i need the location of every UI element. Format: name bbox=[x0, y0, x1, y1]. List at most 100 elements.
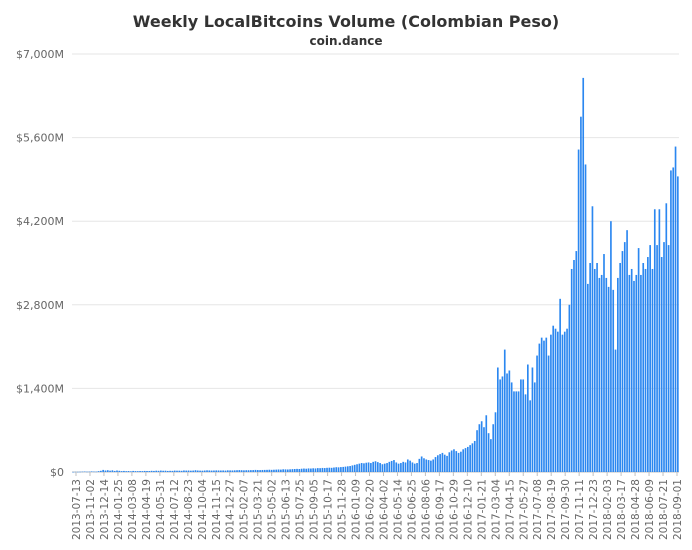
bar bbox=[406, 459, 409, 472]
bar bbox=[88, 471, 91, 473]
bar bbox=[642, 263, 645, 472]
bar bbox=[460, 451, 462, 472]
bar bbox=[478, 424, 481, 472]
x-tick-label: 2016-05-14 bbox=[392, 479, 404, 540]
bar bbox=[584, 164, 587, 472]
bar bbox=[420, 456, 423, 472]
x-tick-label: 2016-02-20 bbox=[365, 479, 377, 540]
y-tick-label: $5,600M bbox=[16, 132, 64, 145]
bar bbox=[125, 471, 128, 472]
bar bbox=[224, 470, 227, 472]
bar bbox=[296, 468, 298, 472]
x-tick-label: 2015-03-21 bbox=[253, 479, 265, 540]
bar bbox=[176, 470, 178, 472]
x-tick-label: 2017-11-11 bbox=[574, 479, 586, 540]
bar bbox=[667, 245, 670, 472]
bar bbox=[575, 251, 578, 472]
x-tick-label: 2016-06-25 bbox=[406, 479, 418, 540]
bar bbox=[450, 450, 453, 472]
bar bbox=[651, 268, 654, 472]
bar bbox=[81, 471, 84, 473]
bar bbox=[164, 470, 167, 472]
bar bbox=[109, 470, 111, 472]
bar bbox=[633, 280, 635, 472]
bar bbox=[372, 461, 375, 472]
bar bbox=[649, 245, 651, 472]
bar bbox=[441, 452, 444, 472]
bars bbox=[72, 77, 679, 473]
bar bbox=[672, 167, 675, 472]
bar bbox=[499, 379, 501, 472]
bar bbox=[203, 470, 206, 472]
bar bbox=[543, 340, 545, 472]
bar bbox=[280, 469, 282, 472]
bar bbox=[245, 470, 248, 472]
bar bbox=[100, 470, 102, 472]
bar bbox=[587, 283, 589, 472]
bar bbox=[270, 469, 273, 472]
x-tick-label: 2013-11-02 bbox=[85, 479, 97, 540]
bar bbox=[337, 467, 340, 472]
bar bbox=[573, 260, 575, 472]
bar bbox=[677, 176, 679, 472]
bar bbox=[515, 391, 518, 472]
bar bbox=[635, 274, 638, 472]
bar bbox=[670, 170, 672, 472]
bar bbox=[374, 461, 377, 472]
bar bbox=[644, 268, 647, 472]
x-tick-label: 2018-07-21 bbox=[658, 479, 670, 540]
bar bbox=[427, 460, 430, 472]
x-tick-label: 2016-04-02 bbox=[378, 479, 390, 540]
bar bbox=[346, 466, 349, 472]
x-tick-label: 2014-03-08 bbox=[127, 479, 139, 540]
bar bbox=[349, 466, 351, 472]
bar bbox=[319, 468, 321, 472]
bar bbox=[607, 286, 610, 472]
bar bbox=[93, 471, 95, 473]
bar bbox=[610, 221, 612, 472]
y-tick-label: $2,800M bbox=[16, 299, 64, 312]
bar bbox=[236, 470, 238, 472]
bar bbox=[520, 379, 522, 472]
bar bbox=[146, 470, 148, 472]
x-tick-label: 2017-12-23 bbox=[588, 479, 600, 540]
bar bbox=[605, 277, 608, 472]
bar bbox=[143, 470, 146, 472]
x-tick-label: 2016-01-09 bbox=[351, 479, 363, 540]
x-tick-label: 2014-05-31 bbox=[155, 479, 167, 540]
bar bbox=[275, 469, 278, 472]
bar bbox=[220, 470, 222, 472]
bar bbox=[466, 446, 469, 472]
bar bbox=[383, 463, 386, 472]
bar bbox=[259, 470, 261, 472]
bar bbox=[199, 470, 201, 472]
bar bbox=[282, 469, 285, 472]
x-tick-label: 2014-07-12 bbox=[169, 479, 181, 540]
bar bbox=[379, 463, 381, 472]
bar bbox=[487, 433, 490, 472]
bar bbox=[300, 468, 303, 472]
x-tick-label: 2018-02-03 bbox=[602, 479, 614, 540]
bar bbox=[381, 464, 384, 472]
bar bbox=[111, 470, 114, 472]
bar bbox=[552, 325, 555, 472]
bar bbox=[97, 471, 100, 472]
bar bbox=[674, 146, 677, 472]
bar bbox=[547, 355, 550, 472]
bar bbox=[453, 449, 455, 472]
bar bbox=[256, 470, 259, 472]
bar bbox=[183, 470, 185, 472]
x-tick-label: 2017-07-08 bbox=[532, 479, 544, 540]
bar bbox=[439, 454, 441, 472]
bar bbox=[187, 470, 190, 472]
bar bbox=[106, 470, 109, 472]
bar bbox=[190, 470, 192, 472]
bar bbox=[192, 470, 194, 472]
bar bbox=[333, 467, 335, 472]
bar bbox=[370, 463, 372, 472]
bar bbox=[330, 467, 333, 472]
x-tick-label: 2018-03-17 bbox=[616, 479, 628, 540]
bar bbox=[342, 466, 345, 472]
bar bbox=[637, 248, 640, 472]
bar bbox=[178, 470, 181, 472]
